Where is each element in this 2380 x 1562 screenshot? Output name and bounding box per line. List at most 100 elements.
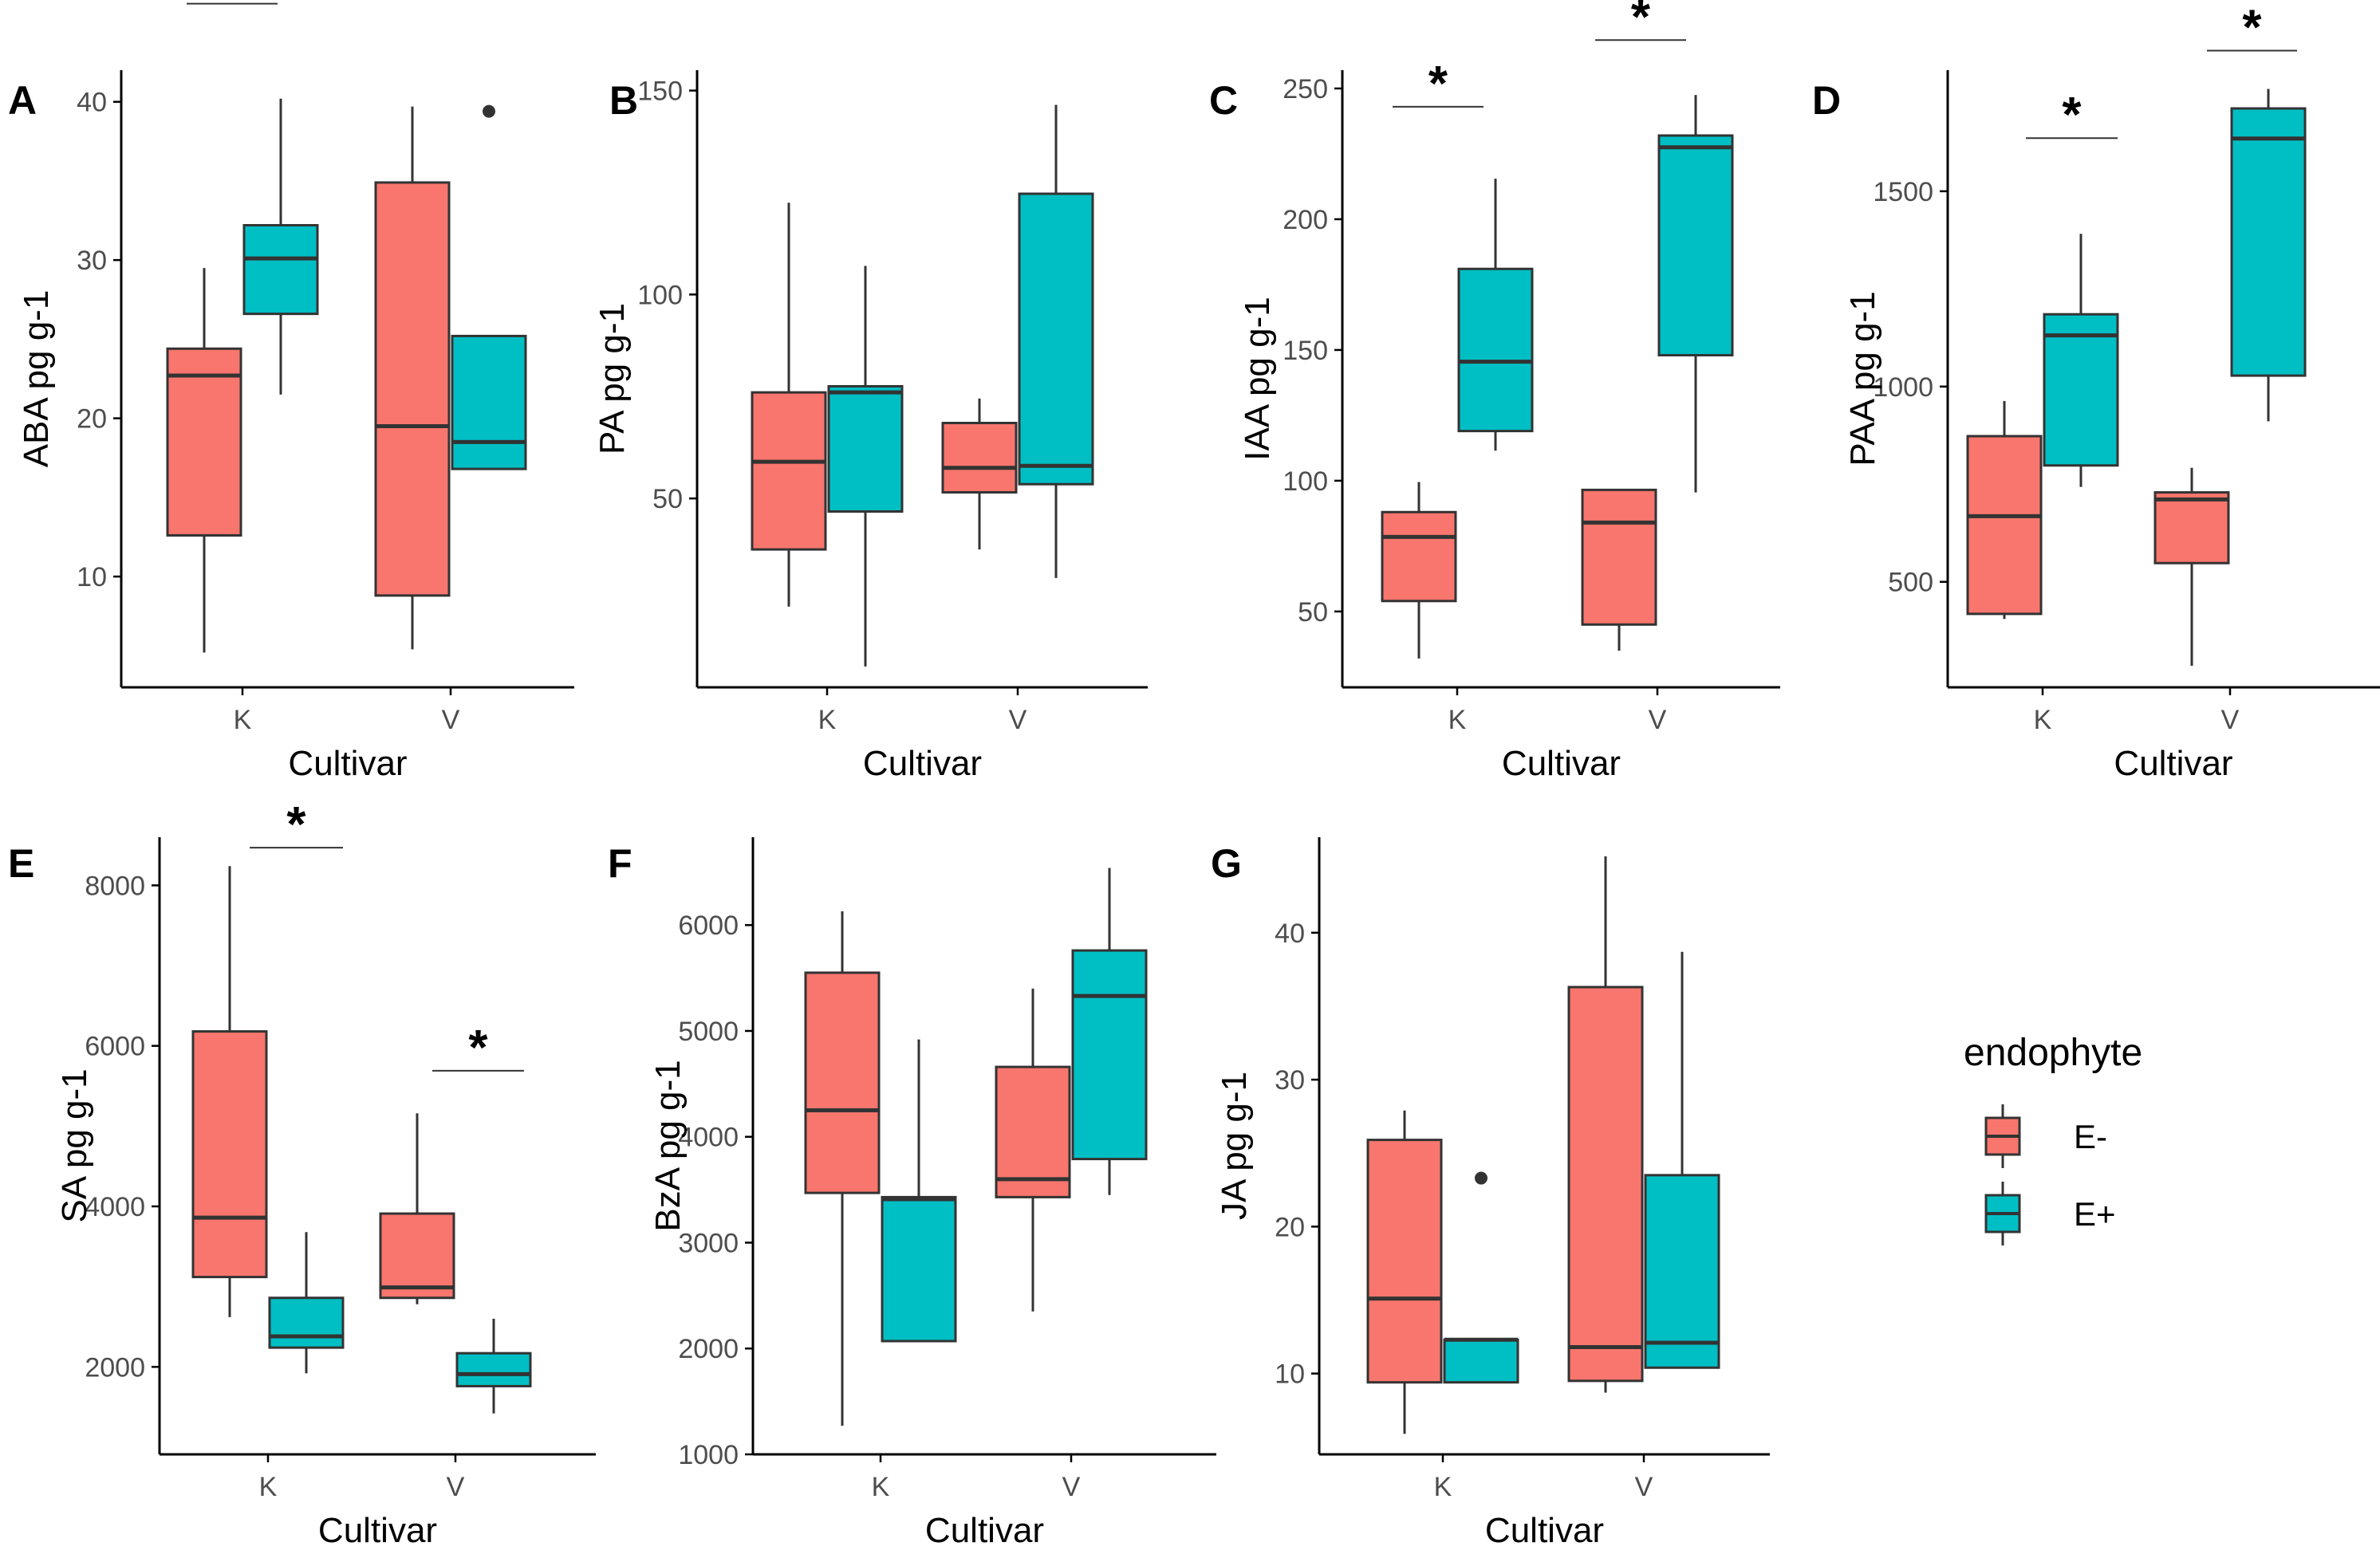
box-E--K — [1366, 1110, 1443, 1434]
box-iqr — [1457, 267, 1534, 433]
y-tick-label: 40 — [1275, 919, 1305, 949]
box-iqr — [191, 1030, 268, 1279]
legend-item-E-: E- — [1984, 1104, 2107, 1168]
legend-label: E+ — [2074, 1195, 2116, 1233]
box-E+-K — [1457, 179, 1534, 451]
panel-letter-C: C — [1209, 78, 1238, 123]
box-E+-K — [2043, 234, 2119, 487]
y-tick-label: 4000 — [85, 1192, 145, 1222]
box-E+-K — [268, 1232, 345, 1374]
significance-star: * — [1428, 57, 1448, 112]
x-tick-label-V: V — [442, 705, 460, 735]
box-iqr — [374, 181, 451, 597]
y-tick-label: 6000 — [85, 1032, 145, 1062]
y-tick-label: 250 — [1283, 74, 1328, 104]
y-tick-label: 8000 — [85, 871, 145, 901]
y-axis-title: ABA pg g-1 — [17, 290, 56, 468]
box-iqr — [242, 223, 319, 316]
x-axis-title: Cultivar — [1485, 1511, 1604, 1550]
significance-star: * — [2062, 88, 2082, 143]
panel-C: C 50 100 150 200 250 K V Cultivar IAA pg g-1 * * — [1209, 0, 1780, 783]
y-axis-title: JA pg g-1 — [1215, 1072, 1254, 1220]
box-E--V — [995, 988, 1071, 1312]
box-iqr — [751, 391, 827, 551]
panel-D: D 500 1000 1500 K V Cultivar PAA pg g-1 * * — [1812, 1, 2380, 783]
box-iqr — [2230, 107, 2307, 377]
box-iqr — [451, 334, 527, 470]
y-tick-label: 20 — [1275, 1212, 1305, 1242]
box-E--V — [1581, 488, 1657, 651]
x-tick-label-K: K — [818, 705, 837, 735]
y-tick-label: 2000 — [85, 1352, 145, 1383]
y-axis-title: PA pg g-1 — [593, 303, 632, 454]
box-iqr — [1581, 488, 1657, 626]
significance-star: * — [2242, 1, 2262, 56]
y-tick-label: 1000 — [1873, 372, 1933, 403]
panel-letter-G: G — [1211, 841, 1242, 886]
x-tick-label-V: V — [1062, 1472, 1081, 1502]
box-iqr — [1071, 949, 1148, 1161]
x-axis-title: Cultivar — [925, 1511, 1044, 1550]
x-axis-title: Cultivar — [2114, 744, 2232, 783]
y-tick-label: 30 — [77, 246, 107, 276]
box-E+-K — [827, 266, 904, 667]
box-iqr — [455, 1352, 532, 1387]
y-tick-label: 40 — [77, 88, 107, 118]
x-tick-label-K: K — [872, 1472, 890, 1502]
x-tick-label-K: K — [2034, 705, 2052, 735]
y-tick-label: 150 — [637, 77, 683, 107]
box-E--V — [379, 1113, 455, 1304]
y-tick-label: 10 — [1275, 1359, 1305, 1390]
y-tick-label: 30 — [1275, 1065, 1305, 1096]
box-iqr — [941, 422, 1018, 494]
x-tick-label-K: K — [1448, 705, 1467, 735]
box-E+-V — [1071, 868, 1148, 1195]
box-iqr — [1381, 510, 1457, 603]
box-iqr — [1567, 986, 1644, 1383]
box-E--V — [2153, 467, 2230, 667]
box-iqr — [1644, 1174, 1720, 1369]
significance-star: * — [1631, 0, 1651, 45]
x-tick-label-V: V — [1635, 1472, 1653, 1502]
box-iqr — [1366, 1139, 1443, 1384]
panel-A: A 10 20 30 40 K V Cultivar ABA pg g-1 * — [8, 0, 574, 783]
panel-letter-D: D — [1812, 78, 1841, 123]
box-E--K — [1966, 400, 2043, 620]
y-tick-label: 500 — [1888, 568, 1933, 598]
box-E--K — [166, 268, 242, 653]
x-tick-label-V: V — [447, 1472, 465, 1502]
legend-title: endophyte — [1964, 1032, 2142, 1074]
y-axis-title: IAA pg g-1 — [1238, 297, 1277, 460]
significance-star: * — [468, 1021, 488, 1076]
y-axis-title: BzA pg g-1 — [648, 1060, 688, 1231]
panel-E: E 2000 4000 6000 8000 K V Cultivar SA pg g-1 * * — [8, 797, 596, 1550]
panel-letter-B: B — [609, 78, 638, 123]
box-iqr — [995, 1065, 1071, 1198]
box-E+-K — [881, 1039, 957, 1343]
box-E--K — [804, 911, 881, 1426]
x-tick-label-K: K — [1434, 1472, 1452, 1502]
panel-G: G 10 20 30 40 K V Cultivar JA pg g-1 — [1211, 837, 1770, 1550]
y-tick-label: 3000 — [678, 1228, 739, 1258]
y-axis-title: PAA pg g-1 — [1843, 291, 1882, 466]
box-E+-V — [451, 104, 527, 470]
box-iqr — [2043, 313, 2119, 467]
box-E+-K — [242, 98, 319, 395]
y-tick-label: 1500 — [1873, 177, 1933, 207]
y-tick-label: 200 — [1283, 205, 1328, 235]
box-iqr — [1018, 192, 1094, 486]
y-tick-label: 10 — [77, 562, 107, 592]
box-E+-V — [1018, 104, 1094, 578]
y-tick-label: 4000 — [678, 1123, 739, 1153]
box-iqr — [881, 1195, 957, 1343]
x-tick-label-V: V — [1649, 705, 1667, 735]
panel-letter-A: A — [8, 78, 37, 123]
x-tick-label-K: K — [234, 705, 252, 735]
x-tick-label-V: V — [1009, 705, 1027, 735]
box-iqr — [166, 347, 242, 537]
box-iqr — [1443, 1338, 1519, 1384]
x-axis-title: Cultivar — [863, 744, 982, 783]
panel-letter-E: E — [8, 841, 34, 886]
x-axis-title: Cultivar — [288, 744, 407, 783]
